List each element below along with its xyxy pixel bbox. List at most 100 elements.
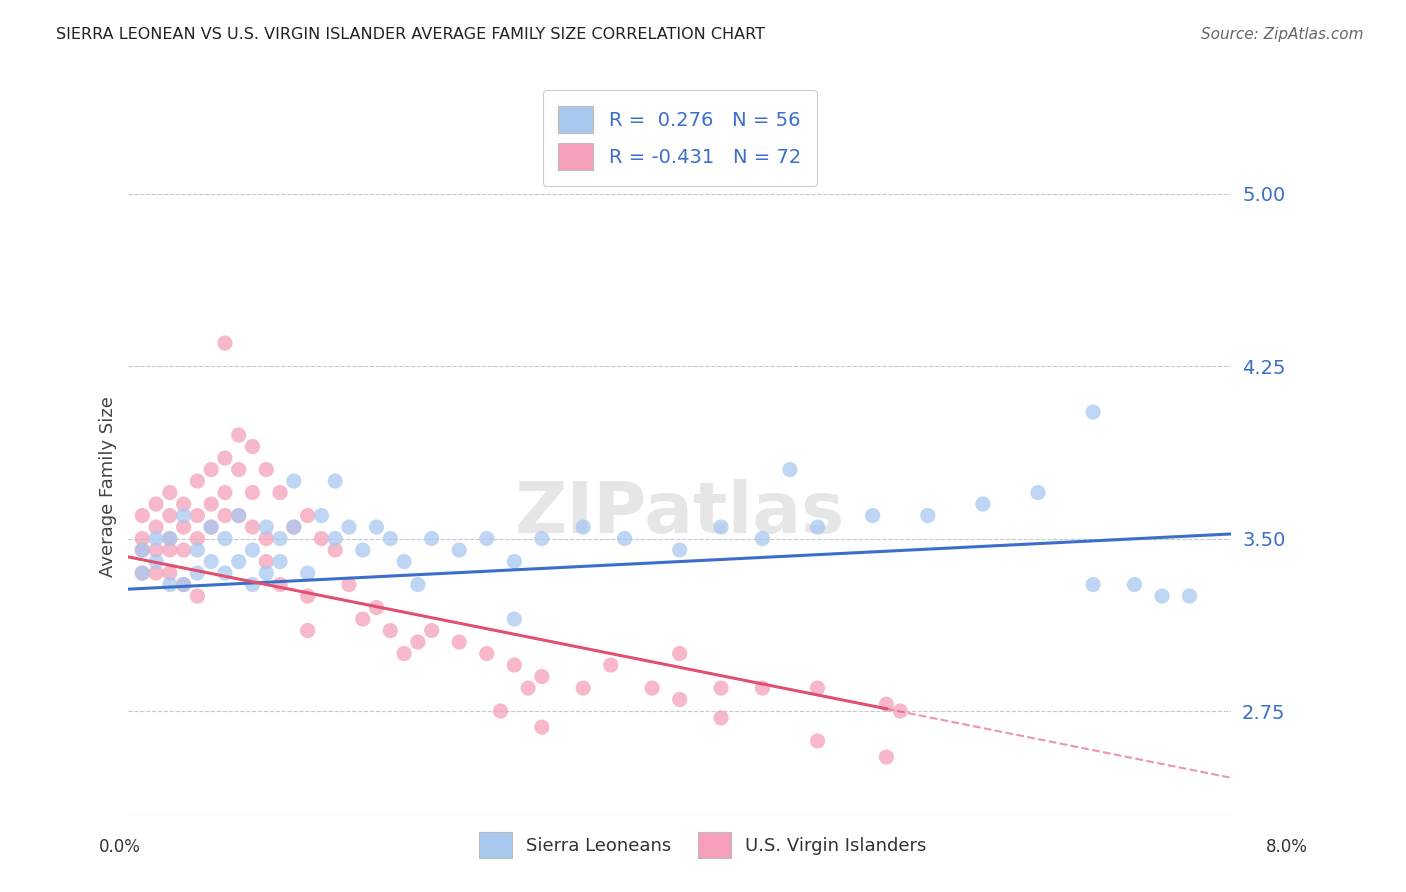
Point — [641, 681, 664, 695]
Point — [269, 532, 291, 546]
Point — [297, 508, 319, 523]
Point — [186, 543, 208, 558]
Point — [254, 566, 277, 580]
Point — [875, 750, 897, 764]
Point — [406, 635, 429, 649]
Point — [159, 485, 181, 500]
Point — [420, 624, 443, 638]
Point — [503, 612, 526, 626]
Point — [200, 497, 222, 511]
Point — [214, 532, 236, 546]
Point — [254, 555, 277, 569]
Point — [710, 711, 733, 725]
Point — [131, 508, 153, 523]
Point — [1123, 577, 1146, 591]
Point — [806, 681, 828, 695]
Point — [131, 543, 153, 558]
Point — [200, 520, 222, 534]
Point — [668, 647, 690, 661]
Point — [242, 543, 264, 558]
Point — [889, 704, 911, 718]
Point — [337, 520, 360, 534]
Point — [323, 543, 346, 558]
Point — [145, 543, 167, 558]
Point — [311, 508, 333, 523]
Point — [311, 532, 333, 546]
Point — [228, 508, 250, 523]
Point — [806, 734, 828, 748]
Point — [406, 577, 429, 591]
Point — [366, 520, 388, 534]
Point — [380, 624, 402, 638]
Point — [186, 508, 208, 523]
Point — [710, 520, 733, 534]
Point — [242, 577, 264, 591]
Point — [200, 462, 222, 476]
Point — [200, 555, 222, 569]
Point — [131, 543, 153, 558]
Point — [1026, 485, 1049, 500]
Point — [269, 555, 291, 569]
Point — [323, 474, 346, 488]
Point — [751, 532, 773, 546]
Text: ZIPatlas: ZIPatlas — [515, 478, 845, 548]
Point — [517, 681, 540, 695]
Text: SIERRA LEONEAN VS U.S. VIRGIN ISLANDER AVERAGE FAMILY SIZE CORRELATION CHART: SIERRA LEONEAN VS U.S. VIRGIN ISLANDER A… — [56, 27, 765, 42]
Point — [269, 577, 291, 591]
Point — [366, 600, 388, 615]
Point — [186, 566, 208, 580]
Point — [214, 508, 236, 523]
Point — [475, 532, 498, 546]
Point — [283, 520, 305, 534]
Point — [875, 697, 897, 711]
Point — [145, 520, 167, 534]
Point — [613, 532, 636, 546]
Point — [173, 543, 195, 558]
Point — [173, 577, 195, 591]
Point — [228, 462, 250, 476]
Point — [392, 647, 415, 661]
Point — [145, 566, 167, 580]
Point — [380, 532, 402, 546]
Point — [297, 566, 319, 580]
Point — [572, 520, 595, 534]
Point — [572, 681, 595, 695]
Point — [530, 669, 553, 683]
Point — [214, 566, 236, 580]
Point — [337, 577, 360, 591]
Point — [159, 543, 181, 558]
Point — [242, 520, 264, 534]
Legend: Sierra Leoneans, U.S. Virgin Islanders: Sierra Leoneans, U.S. Virgin Islanders — [472, 825, 934, 865]
Point — [1150, 589, 1173, 603]
Point — [214, 485, 236, 500]
Point — [1081, 405, 1104, 419]
Point — [214, 451, 236, 466]
Point — [159, 566, 181, 580]
Point — [254, 462, 277, 476]
Point — [1178, 589, 1201, 603]
Point — [131, 566, 153, 580]
Point — [214, 336, 236, 351]
Point — [173, 508, 195, 523]
Text: 0.0%: 0.0% — [98, 838, 141, 855]
Point — [530, 720, 553, 734]
Point — [751, 681, 773, 695]
Text: 8.0%: 8.0% — [1265, 838, 1308, 855]
Point — [131, 566, 153, 580]
Point — [186, 589, 208, 603]
Point — [173, 497, 195, 511]
Point — [489, 704, 512, 718]
Point — [173, 520, 195, 534]
Point — [242, 440, 264, 454]
Point — [503, 555, 526, 569]
Point — [254, 532, 277, 546]
Point — [283, 520, 305, 534]
Point — [475, 647, 498, 661]
Point — [254, 520, 277, 534]
Point — [392, 555, 415, 569]
Point — [449, 543, 471, 558]
Point — [862, 508, 884, 523]
Point — [186, 474, 208, 488]
Point — [530, 532, 553, 546]
Point — [323, 532, 346, 546]
